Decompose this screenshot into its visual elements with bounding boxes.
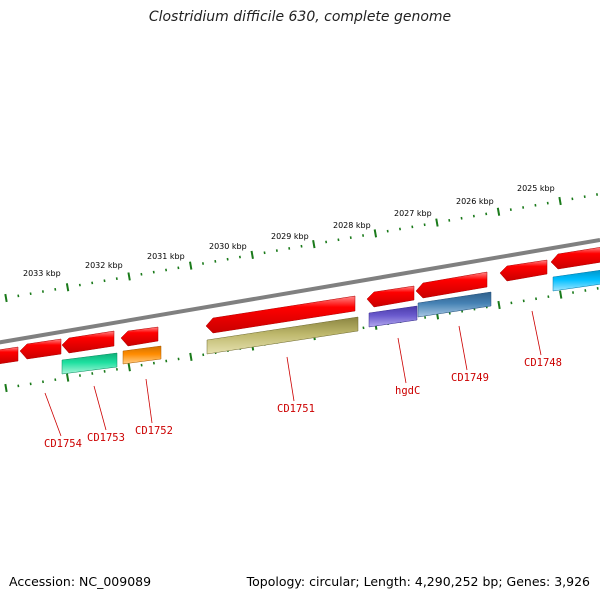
outer-tick-ring xyxy=(4,193,599,303)
forward-gene-track xyxy=(0,247,600,364)
leader-line xyxy=(286,356,295,402)
gene-arrow[interactable] xyxy=(415,271,488,299)
gene-label-hgdC[interactable]: hgdC xyxy=(395,385,420,397)
kbp-label: 2026 kbp xyxy=(456,197,494,206)
gene-label-CD1752[interactable]: CD1752 xyxy=(135,425,173,437)
kbp-label: 2027 kbp xyxy=(394,209,432,218)
gene-arrow[interactable] xyxy=(366,285,415,308)
major-tick xyxy=(189,261,193,270)
cog-block[interactable] xyxy=(61,352,118,375)
gene-arrow[interactable] xyxy=(0,346,19,364)
genome-summary-text: Topology: circular; Length: 4,290,252 bp… xyxy=(246,574,590,589)
kbp-label: 2033 kbp xyxy=(23,269,61,278)
major-tick xyxy=(127,363,131,372)
kbp-label-group: 2033 kbp 2032 kbp 2031 kbp 2030 kbp 2029… xyxy=(23,184,555,278)
cog-block[interactable] xyxy=(122,345,162,365)
major-tick xyxy=(250,250,254,259)
gene-label-CD1753[interactable]: CD1753 xyxy=(87,432,125,444)
map-title: Clostridium difficile 630, complete geno… xyxy=(148,9,452,25)
major-tick xyxy=(4,293,8,303)
gene-arrow[interactable] xyxy=(120,326,159,347)
leader-line xyxy=(397,337,407,384)
leader-line xyxy=(458,325,468,371)
cog-block[interactable] xyxy=(417,291,492,318)
leader-line xyxy=(44,392,62,437)
major-tick xyxy=(497,300,501,310)
major-tick xyxy=(559,290,563,299)
gene-arrow[interactable] xyxy=(61,330,115,354)
kbp-label: 2030 kbp xyxy=(209,242,247,251)
major-tick xyxy=(373,229,378,238)
gene-label-CD1751[interactable]: CD1751 xyxy=(277,403,315,415)
kbp-label: 2029 kbp xyxy=(271,232,309,241)
kbp-label: 2025 kbp xyxy=(517,184,555,193)
major-tick xyxy=(558,196,562,206)
leader-line xyxy=(531,310,542,356)
cog-block[interactable] xyxy=(552,270,600,292)
leader-line xyxy=(93,385,107,431)
accession-text: Accession: NC_009089 xyxy=(9,574,152,589)
kbp-label: 2028 kbp xyxy=(333,221,371,230)
gene-arrow[interactable] xyxy=(550,247,600,270)
major-tick xyxy=(189,352,193,361)
kbp-label: 2032 kbp xyxy=(85,261,123,270)
gene-label-CD1749[interactable]: CD1749 xyxy=(451,372,489,384)
major-tick xyxy=(435,218,439,227)
cog-block[interactable] xyxy=(206,316,359,355)
major-tick xyxy=(127,272,131,281)
kbp-label: 2031 kbp xyxy=(147,252,185,261)
cog-track xyxy=(61,270,600,375)
gene-arrow[interactable] xyxy=(19,338,62,360)
major-tick xyxy=(4,383,8,393)
major-tick xyxy=(312,239,316,249)
gene-label-CD1748[interactable]: CD1748 xyxy=(524,357,562,369)
cog-block[interactable] xyxy=(368,305,418,328)
gene-arrow[interactable] xyxy=(499,259,548,282)
gene-arrow[interactable] xyxy=(205,295,356,334)
major-tick xyxy=(65,373,70,382)
genome-backbone xyxy=(0,238,600,345)
leader-lines xyxy=(44,310,542,437)
leader-line xyxy=(145,378,153,424)
major-tick xyxy=(496,207,501,216)
gene-label-group: CD1754 CD1753 CD1752 CD1751 hgdC CD1749 … xyxy=(44,357,562,450)
major-tick xyxy=(65,283,70,292)
gene-label-CD1754[interactable]: CD1754 xyxy=(44,438,82,450)
